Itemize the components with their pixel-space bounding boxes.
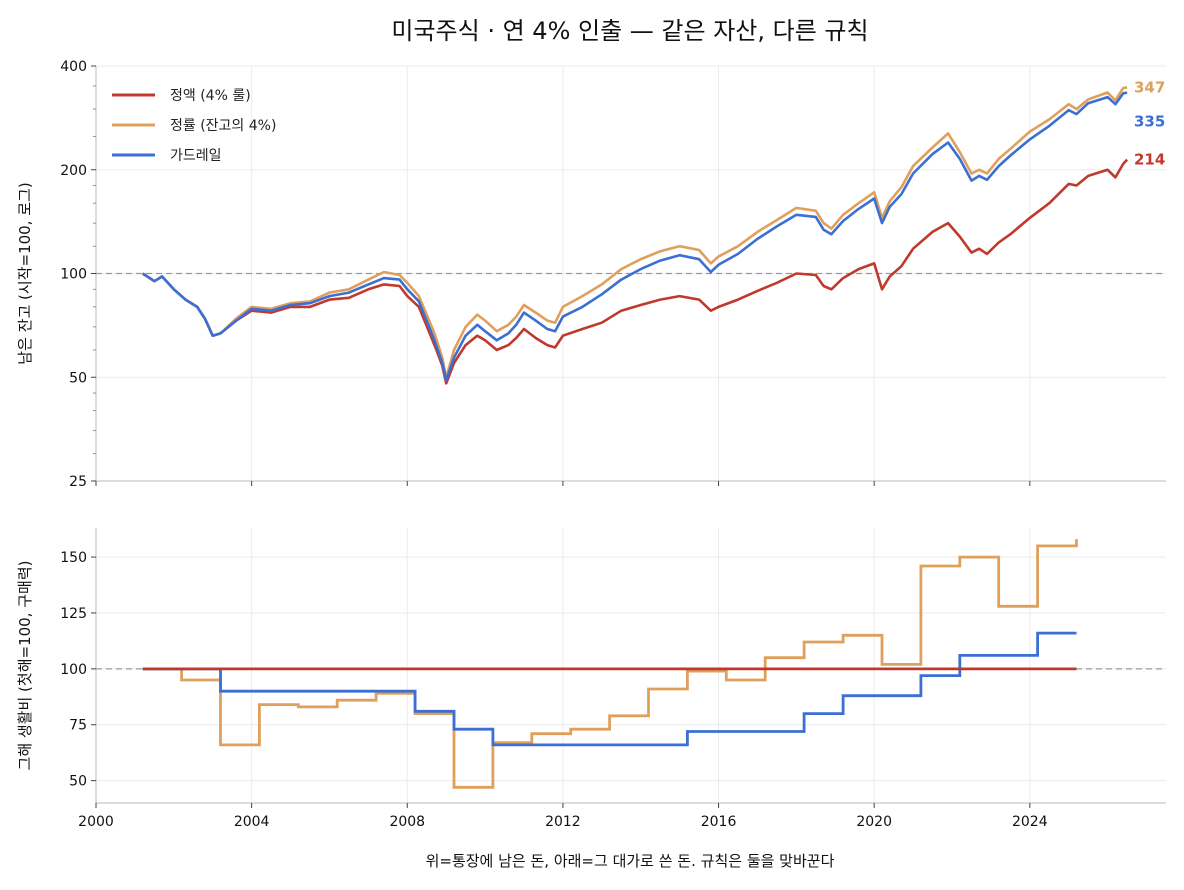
bottom-x-tick-label: 2004 [234, 814, 270, 830]
bottom-y-tick-label: 50 [69, 774, 87, 790]
top-y-axis-label: 남은 잔고 (시작=100, 로그) [16, 182, 34, 364]
bottom-x-tick-label: 2008 [389, 814, 425, 830]
bottom-series-step-2 [142, 631, 1077, 747]
bottom-y-axis-label: 그해 생활비 (첫해=100, 구매력) [16, 561, 34, 771]
bottom-x-tick-label: 2020 [856, 814, 892, 830]
top-y-tick-label: 400 [60, 59, 87, 75]
spending-panel: 50 75 100 125 150 2000 2004 2008 2012 2016 2020 202… [16, 528, 1166, 830]
end-value-label-2: 335 [1134, 112, 1165, 130]
bottom-series-step-1 [142, 539, 1078, 789]
bottom-x-tick-label: 2016 [701, 814, 737, 830]
top-y-tick-label: 50 [69, 370, 87, 386]
end-value-label-0: 214 [1134, 151, 1165, 169]
legend-label-1: 정률 (잔고의 4%) [170, 118, 276, 134]
top-y-tick-label: 25 [69, 474, 87, 490]
bottom-x-tick-label: 2000 [78, 814, 114, 830]
bottom-y-tick-label: 125 [60, 606, 87, 622]
top-series-line-2 [141, 91, 1128, 382]
top-y-tick-label: 200 [60, 163, 87, 179]
top-series-line-1 [141, 86, 1128, 379]
chart-caption: 위=통장에 남은 돈, 아래=그 대가로 쓴 돈. 규칙은 둘을 맞바꾼다 [426, 852, 835, 870]
bottom-y-tick-label: 150 [60, 550, 87, 566]
bottom-y-tick-label: 75 [69, 718, 87, 734]
bottom-x-tick-label: 2024 [1012, 814, 1048, 830]
balance-panel: 25 50 100 200 400 남은 잔고 (시작=100, 로그) 347 335 214 [16, 59, 1166, 490]
chart-title: 미국주식 · 연 4% 인출 — 같은 자산, 다른 규칙 [391, 17, 868, 45]
top-series-line-0 [141, 158, 1129, 385]
legend: 정액 (4% 룰) 정률 (잔고의 4%) 가드레일 [112, 88, 276, 164]
legend-label-2: 가드레일 [170, 148, 222, 164]
legend-label-0: 정액 (4% 룰) [170, 88, 251, 104]
bottom-y-tick-label: 100 [60, 662, 87, 678]
top-y-tick-label: 100 [60, 267, 87, 283]
bottom-x-tick-label: 2012 [545, 814, 581, 830]
end-value-label-1: 347 [1134, 78, 1165, 96]
